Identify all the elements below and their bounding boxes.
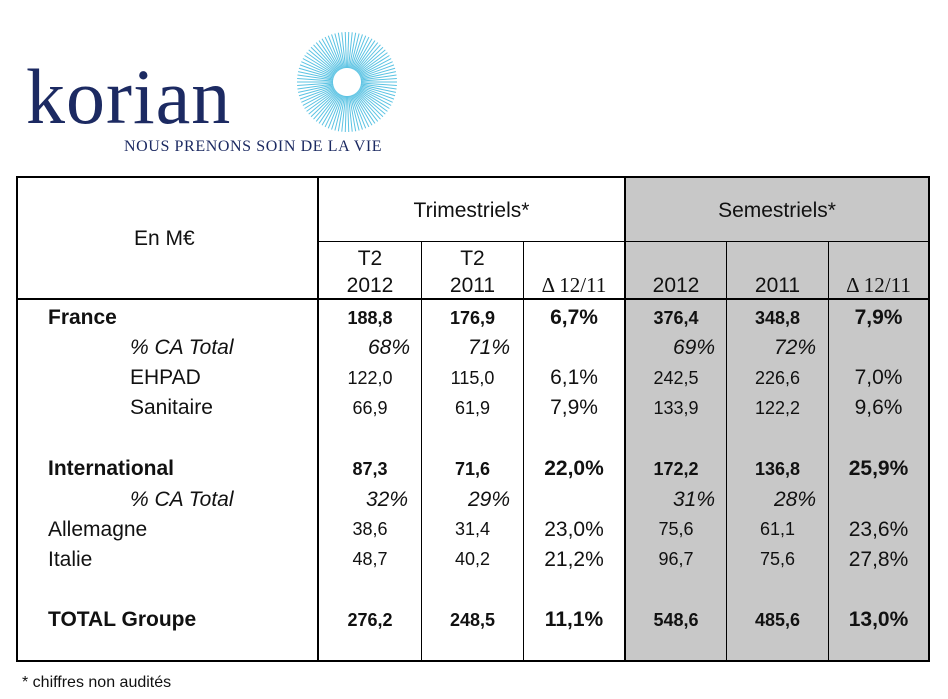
cell: 61,1 [759,519,796,539]
cell: 548,6 [653,610,699,630]
cell: 96,7 [658,549,694,569]
cell: 9,6% [854,396,903,419]
col-t2-2011-line1: T2 [460,247,485,270]
cell: 66,9 [352,398,388,418]
cell: 248,5 [449,610,496,630]
cell: 7,0% [854,366,903,389]
cell: 133,9 [653,398,699,418]
cell: 29% [468,488,511,511]
cell: 7,9% [854,306,903,329]
cell: 71,6 [454,459,491,479]
row-label-france-pct: % CA Total [130,336,234,359]
cell: 6,7% [550,306,598,329]
row-label-allemagne: Allemagne [48,518,148,541]
row-label-sanitaire: Sanitaire [130,396,213,419]
cell: 40,2 [454,549,491,569]
cell: 122,0 [347,368,393,388]
cell: 485,6 [754,610,801,630]
cell: 22,0% [544,457,604,480]
cell: 72% [774,336,817,359]
cell: 23,0% [544,518,604,541]
cell: 11,1% [544,608,604,631]
col-2011: 2011 [754,274,801,297]
logo-tagline: NOUS PRENONS SOIN DE LA VIE [124,138,383,155]
col-delta-semester: Δ 12/11 [846,273,911,297]
korian-logo: korian NOUS PRENONS SOIN DE LA VIE [26,28,406,163]
cell: 23,6% [848,518,909,541]
col-2012: 2012 [652,274,700,297]
cell: 31,4 [454,519,491,539]
cell: 115,0 [450,368,495,388]
cell: 176,9 [449,308,496,328]
group-quarterly: Trimestriels* [413,199,530,222]
sun-icon [297,32,397,132]
cell: 188,8 [347,308,393,328]
semester-shading [625,176,930,662]
col-t2-2012-line2: 2012 [346,274,394,297]
cell: 348,8 [754,308,801,328]
cell: 21,2% [544,548,604,571]
cell: 68% [368,336,411,359]
row-label-international: International [48,457,175,480]
cell: 87,3 [352,459,388,479]
cell: 31% [673,488,716,511]
cell: 13,0% [848,608,909,631]
cell: 136,8 [754,459,801,479]
cell: 276,2 [347,610,393,630]
cell: 172,2 [653,459,699,479]
footnote: * chiffres non audités [22,674,172,691]
row-label-france: France [48,306,117,329]
cell: 226,6 [754,368,801,388]
col-t2-2011-line2: 2011 [449,274,496,297]
unit-label: En M€ [134,227,195,250]
col-delta-quarterly: Δ 12/11 [541,273,607,297]
row-label-total: TOTAL Groupe [48,608,197,631]
cell: 69% [673,336,716,359]
cell: 75,6 [759,549,796,569]
row-label-ehpad: EHPAD [130,366,201,389]
cell: 27,8% [848,548,909,571]
revenue-table: En M€ Trimestriels* Semestriels* T2 2012… [16,176,930,662]
cell: 376,4 [653,308,699,328]
cell: 242,5 [653,368,699,388]
cell: 38,6 [352,519,388,539]
cell: 75,6 [658,519,694,539]
cell: 6,1% [550,366,598,389]
cell: 25,9% [848,457,909,480]
row-label-international-pct: % CA Total [130,488,234,511]
cell: 32% [366,488,409,511]
logo-wordmark: korian [26,53,232,140]
cell: 7,9% [550,396,598,419]
cell: 48,7 [352,549,388,569]
cell: 122,2 [754,398,801,418]
cell: 28% [774,488,817,511]
row-label-italie: Italie [48,548,93,571]
col-t2-2012-line1: T2 [357,247,383,270]
cell: 61,9 [454,398,491,418]
cell: 71% [468,336,511,359]
group-semester: Semestriels* [718,199,836,222]
